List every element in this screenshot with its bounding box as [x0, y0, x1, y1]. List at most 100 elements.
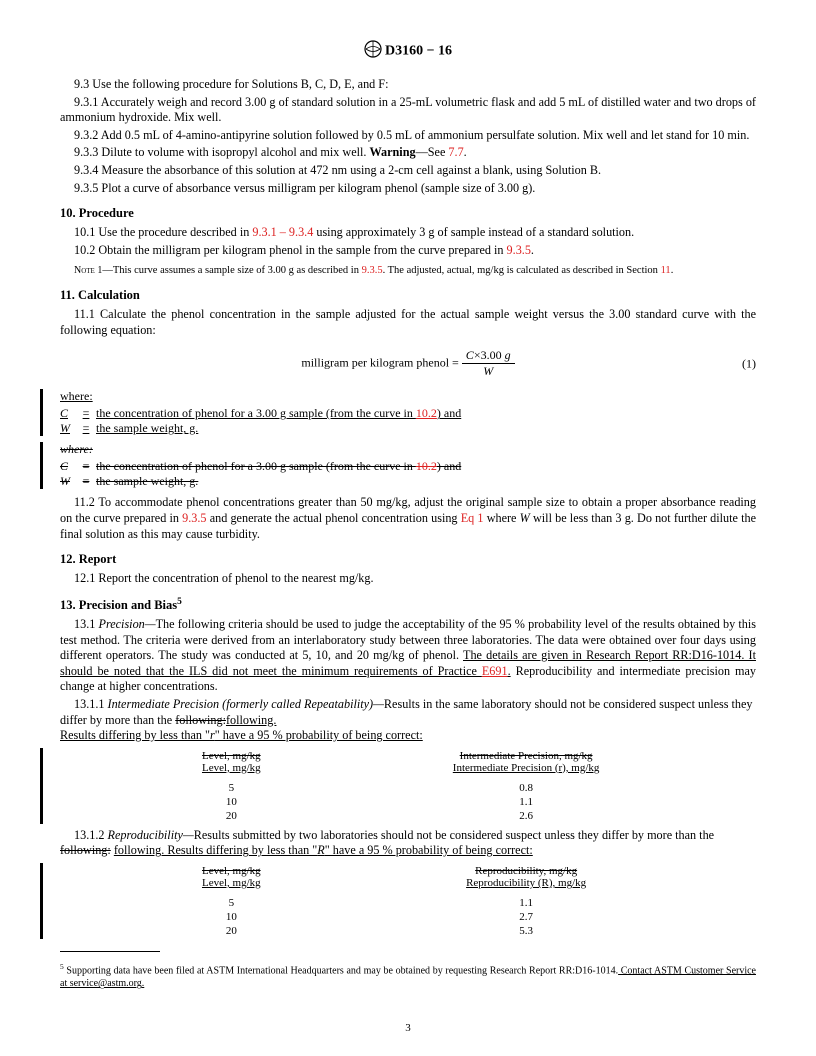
strike-text: following: [175, 713, 226, 727]
em: Intermediate Precision (formerly called … [108, 697, 384, 711]
where-label-strike: where: [60, 442, 756, 457]
text: ) and [437, 459, 461, 473]
sym-W: W [60, 421, 76, 436]
note-label: Note 1 [74, 265, 102, 276]
text: 13. Precision and Bias [60, 598, 177, 612]
desc-W-strike: the sample weight, g. [96, 474, 756, 489]
sym-C-strike: C [60, 459, 76, 474]
para-10-2: 10.2 Obtain the milligram per kilogram p… [60, 243, 756, 259]
eq-g: g [505, 348, 511, 362]
section-11-title: 11. Calculation [60, 288, 756, 303]
para-13-1: 13.1 Precision—The following criteria sh… [60, 617, 756, 695]
ref-7-7[interactable]: 7.7 [448, 145, 463, 159]
table-row: 102.7 [114, 911, 702, 923]
warning-label: Warning [370, 145, 416, 159]
section-13-title: 13. Precision and Bias5 [60, 597, 756, 613]
para-11-1: 11.1 Calculate the phenol concentration … [60, 307, 756, 338]
text: . [531, 243, 534, 257]
sym-W-strike: W [60, 474, 76, 489]
th2-ul: Intermediate Precision (r), mg/kg [453, 762, 600, 774]
th2-ul: Reproducibility (R), mg/kg [466, 877, 586, 889]
reproducibility-table: Level, mg/kg Level, mg/kg Reproducibilit… [112, 863, 704, 939]
text: using approximately 3 g of sample instea… [313, 225, 634, 239]
table-row: 50.8 [114, 782, 702, 794]
cell: 20 [114, 925, 348, 937]
th2-strike: Intermediate Precision, mg/kg [460, 750, 593, 762]
num: 13.1 [74, 617, 99, 631]
text: the concentration of phenol for a 3.00 g… [96, 459, 416, 473]
new-text: following. [226, 713, 276, 727]
th1-strike: Level, mg/kg [202, 865, 261, 877]
para-9-3-2: 9.3.2 Add 0.5 mL of 4-amino-antipyrine s… [60, 128, 756, 144]
desc-C-strike: the concentration of phenol for a 3.00 g… [96, 459, 756, 474]
ref-e691[interactable]: E691 [482, 664, 508, 678]
where-block-underlined: where: C = the concentration of phenol f… [40, 389, 756, 436]
text: —See [416, 145, 449, 159]
note-1: Note 1—This curve assumes a sample size … [60, 264, 756, 278]
ref-10-2-strike[interactable]: 10.2 [416, 459, 437, 473]
eq-sign-strike: = [76, 474, 96, 489]
eq-fraction: C×3.00 g W [462, 348, 515, 379]
para-9-3-1: 9.3.1 Accurately weigh and record 3.00 g… [60, 95, 756, 126]
ref-9-3-5[interactable]: 9.3.5 [507, 243, 531, 257]
ref-10-2[interactable]: 10.2 [416, 406, 437, 420]
num: 13.1.1 [74, 697, 108, 711]
em: Reproducibility— [108, 828, 194, 842]
text: 10.1 Use the procedure described in [74, 225, 252, 239]
ref-11[interactable]: 11 [661, 265, 671, 276]
text: . The adjusted, actual, mg/kg is calcula… [383, 265, 661, 276]
fn-body: Supporting data have been filed at ASTM … [64, 965, 618, 976]
astm-logo [364, 40, 382, 63]
designation-text: D3160 − 16 [385, 44, 452, 59]
eq-W: W [462, 364, 515, 379]
desc-W: the sample weight, g. [96, 421, 756, 436]
para-9-3-5: 9.3.5 Plot a curve of absorbance versus … [60, 181, 756, 197]
para-9-3: 9.3 Use the following procedure for Solu… [60, 77, 756, 93]
para-12-1: 12.1 Report the concentration of phenol … [60, 571, 756, 587]
text: the concentration of phenol for a 3.00 g… [96, 406, 416, 420]
new-line2b: " have a 95 % probability of being corre… [215, 728, 423, 742]
equation-1: milligram per kilogram phenol = C×3.00 g… [60, 348, 756, 379]
table-1-wrapper: Level, mg/kg Level, mg/kg Intermediate P… [40, 748, 756, 824]
cell: 2.6 [350, 810, 701, 822]
eq-sign: = [76, 421, 96, 436]
text: Results submitted by two laboratories sh… [194, 828, 714, 842]
footnote-5: 5 Supporting data have been filed at AST… [60, 962, 756, 990]
cell: 10 [114, 911, 348, 923]
th1-strike: Level, mg/kg [202, 750, 261, 762]
page-header: D3160 − 16 [60, 40, 756, 63]
ref-9-3-5-b[interactable]: 9.3.5 [182, 511, 206, 525]
table-row: 101.1 [114, 796, 702, 808]
desc-C: the concentration of phenol for a 3.00 g… [96, 406, 756, 421]
cell: 20 [114, 810, 348, 822]
text: ) and [437, 406, 461, 420]
table-row: 202.6 [114, 810, 702, 822]
page-container: D3160 − 16 9.3 Use the following procedu… [0, 0, 816, 1056]
ref-eq-1[interactable]: Eq 1 [461, 511, 484, 525]
text: 10.2 Obtain the milligram per kilogram p… [74, 243, 507, 257]
ref-9-3-1-4[interactable]: 9.3.1 – 9.3.4 [252, 225, 313, 239]
eq-sign-strike: = [76, 459, 96, 474]
eq-number: (1) [742, 356, 756, 371]
page-number: 3 [0, 1022, 816, 1034]
var-W: W [520, 511, 530, 525]
where-label: where: [60, 389, 756, 404]
sym-C: C [60, 406, 76, 421]
para-13-1-2: 13.1.2 Reproducibility—Results submitted… [60, 828, 756, 859]
num: 13.1.2 [74, 828, 108, 842]
var-R: R [317, 843, 324, 857]
text: and generate the actual phenol concentra… [207, 511, 461, 525]
table-row: 205.3 [114, 925, 702, 937]
cell: 1.1 [350, 796, 701, 808]
footnote-rule [60, 951, 160, 952]
eq-sign: = [76, 406, 96, 421]
section-10-title: 10. Procedure [60, 206, 756, 221]
para-11-2: 11.2 To accommodate phenol concentration… [60, 495, 756, 542]
where-block-struck: where: C = the concentration of phenol f… [40, 442, 756, 489]
section-12-title: 12. Report [60, 552, 756, 567]
intermediate-precision-table: Level, mg/kg Level, mg/kg Intermediate P… [112, 748, 704, 824]
strike: following: [60, 843, 111, 857]
ref-9-3-5-note[interactable]: 9.3.5 [362, 265, 383, 276]
text: 9.3.3 Dilute to volume with isopropyl al… [74, 145, 370, 159]
new-text: following. Results differing by less tha… [114, 843, 317, 857]
